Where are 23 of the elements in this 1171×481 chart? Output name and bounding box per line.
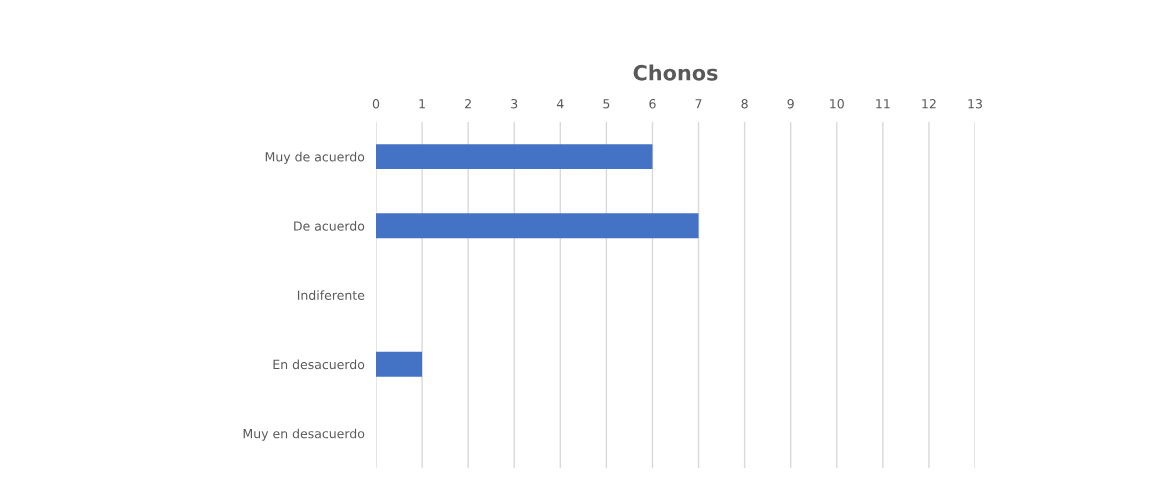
y-tick-label: Indiferente: [297, 290, 365, 300]
y-tick-label: Muy de acuerdo: [265, 151, 365, 164]
chart-title: Chonos: [633, 64, 718, 81]
x-tick-label: 3: [511, 99, 518, 109]
x-tick-label: 1: [419, 99, 425, 109]
x-tick-label: 11: [876, 99, 890, 109]
x-tick-label: 0: [372, 99, 380, 109]
x-tick-label: 4: [556, 99, 564, 109]
y-tick-label: De acuerdo: [294, 221, 365, 231]
x-tick-label: 2: [465, 99, 471, 109]
bar: [376, 351, 423, 377]
x-tick-label: 13: [968, 99, 982, 109]
x-tick-label: 7: [695, 99, 702, 109]
y-tick-label: Muy en desacuerdo: [243, 428, 365, 441]
bar: [376, 144, 653, 170]
y-tick-label: En desacuerdo: [273, 359, 365, 370]
bar: [376, 213, 699, 239]
x-tick-label: 12: [922, 99, 936, 109]
x-tick-label: 8: [741, 99, 748, 109]
x-tick-label: 10: [830, 99, 844, 109]
x-tick-label: 5: [603, 99, 610, 109]
x-tick-label: 9: [787, 99, 794, 109]
x-tick-label: 6: [649, 99, 656, 109]
